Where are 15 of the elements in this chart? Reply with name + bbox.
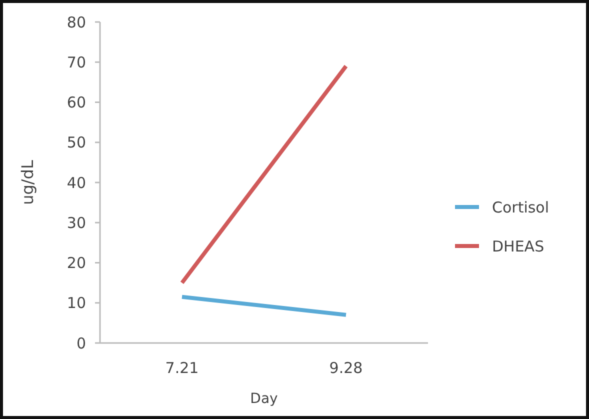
- y-tick-label: 70: [66, 53, 86, 72]
- legend-label: Cortisol: [492, 198, 550, 216]
- x-axis-title: Day: [250, 391, 278, 407]
- y-tick-label: 30: [66, 214, 86, 232]
- y-tick-label: 40: [66, 174, 86, 192]
- x-tick-label: 7.21: [165, 359, 199, 377]
- y-tick-label: 20: [66, 254, 86, 272]
- x-tick-label: 9.28: [329, 359, 363, 377]
- y-tick-label: 50: [66, 134, 86, 152]
- y-tick-label: 0: [76, 334, 86, 352]
- y-tick-label: 10: [66, 294, 86, 312]
- y-axis-title: ug/dL: [18, 160, 37, 205]
- legend-label: DHEAS: [492, 237, 544, 256]
- y-tick-label: 60: [66, 94, 86, 112]
- y-tick-label: 80: [66, 13, 86, 32]
